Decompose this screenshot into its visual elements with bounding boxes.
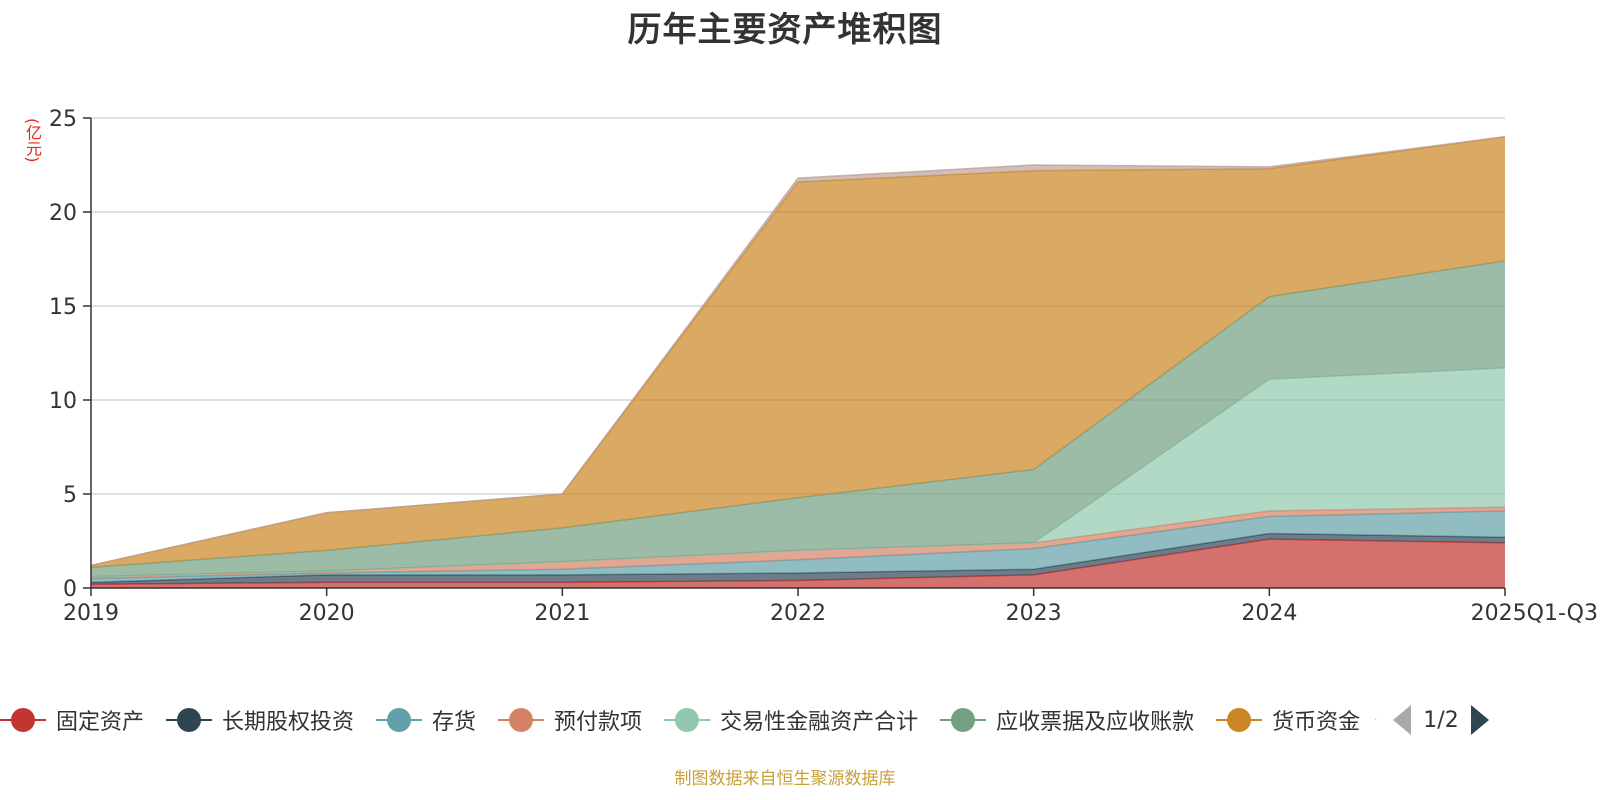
y-tick-label: 10 <box>49 389 77 414</box>
area-series-layer <box>90 136 1506 588</box>
legend-marker-icon <box>0 708 46 732</box>
area-series-2 <box>91 533 1505 585</box>
legend-prev-page-icon[interactable] <box>1393 705 1412 735</box>
legend-item[interactable]: 长期股权投资 <box>166 704 354 736</box>
area-series-line-8 <box>90 136 1506 567</box>
legend-marker-icon <box>166 708 213 732</box>
legend-label: 交易性金融资产合计 <box>720 710 919 735</box>
x-tick-label: 2021 <box>534 601 590 626</box>
axes: 0 5 10 15 20 25 2019 2020 2021 2022 2023 2024 2025Q1… <box>49 107 1598 626</box>
legend-item[interactable]: 应收票据及应收账款 <box>940 704 1194 736</box>
legend-items: 固定资产 长期股权投资 存货 预付款项 交易性金融资产合计 应收票据及应收账款 货币资金 <box>0 704 1382 736</box>
legend-item[interactable]: 固定资产 <box>0 704 144 736</box>
area-series-7 <box>91 136 1505 568</box>
legend-label: 长期股权投资 <box>222 710 355 735</box>
y-tick-label: 25 <box>49 107 77 132</box>
x-tick-label: 2022 <box>770 601 826 626</box>
legend-label: 存货 <box>432 710 477 735</box>
legend-separator-dot: · <box>1374 714 1378 726</box>
y-tick-label: 5 <box>63 483 77 508</box>
legend-label: 货币资金 <box>1272 710 1361 735</box>
legend-item[interactable]: 货币资金 <box>1216 704 1360 736</box>
area-series-5 <box>91 368 1505 577</box>
source-note: 制图数据来自恒生聚源数据库 <box>674 769 896 789</box>
x-tick-label: 2023 <box>1006 601 1062 626</box>
legend-page-indicator: 1/2 <box>1423 707 1459 733</box>
legend-pager: 1/2 <box>1393 705 1489 735</box>
legend-marker-icon <box>1216 708 1263 732</box>
x-tick-label: 2025Q1-Q3 <box>1471 601 1598 626</box>
legend-next-page-icon[interactable] <box>1470 705 1489 735</box>
y-tick-label: 0 <box>63 577 77 602</box>
x-tick-label: 2020 <box>299 601 355 626</box>
legend-label: 固定资产 <box>56 710 145 735</box>
area-series-1 <box>91 539 1505 588</box>
y-tick-label: 20 <box>49 201 77 226</box>
legend-marker-icon <box>498 708 545 732</box>
legend-label: 预付款项 <box>554 710 643 735</box>
x-tick-label: 2019 <box>63 601 119 626</box>
legend: 固定资产 长期股权投资 存货 预付款项 交易性金融资产合计 应收票据及应收账款 货币资金 ·… <box>0 700 1489 740</box>
stacked-area-chart: 0 5 10 15 20 25 2019 2020 2021 2022 2023 2024 2025Q1… <box>49 107 1598 626</box>
legend-label: 应收票据及应收账款 <box>996 710 1195 735</box>
legend-item[interactable]: 预付款项 <box>498 704 642 736</box>
y-axis-unit-label: (亿元) <box>23 118 42 163</box>
legend-item[interactable]: 交易性金融资产合计 <box>664 704 918 736</box>
legend-marker-icon <box>940 708 987 732</box>
x-tick-label: 2024 <box>1241 601 1297 626</box>
legend-marker-icon <box>664 708 711 732</box>
legend-marker-icon <box>376 708 423 732</box>
chart-title: 历年主要资产堆积图 <box>627 10 943 50</box>
area-series-6 <box>91 260 1505 577</box>
y-tick-label: 15 <box>49 295 77 320</box>
legend-item[interactable]: 存货 <box>376 704 476 736</box>
